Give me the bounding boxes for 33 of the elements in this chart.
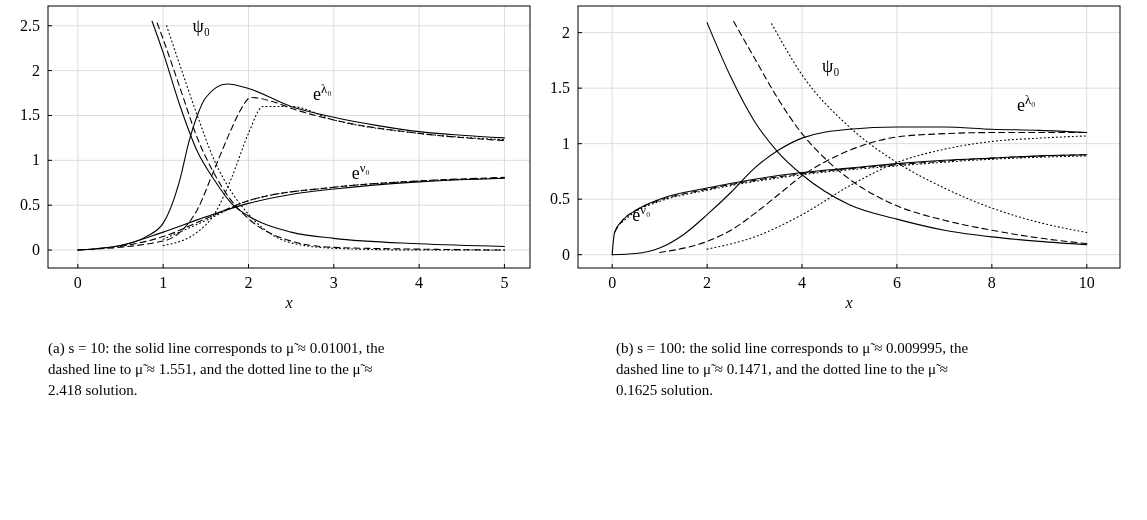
y-tick-label: 2.5: [20, 16, 40, 34]
x-tick-label: 2: [244, 274, 253, 291]
annotation: ψ₀: [821, 55, 840, 76]
x-tick-label: 0: [73, 274, 82, 291]
text: (b) s = 100: the solid line corresponds to μ̃ ≈ 0.009995, the dashed line to μ̃ ≈ 0.1471, and the dotted line to the μ̃ ≈ 0.1625 solution.: [616, 340, 969, 398]
x-tick-label: 10: [1078, 274, 1095, 291]
x-tick-label: 2: [703, 274, 712, 291]
x-tick-label: 8: [987, 274, 996, 291]
y-tick-label: 0.5: [20, 196, 40, 214]
x-tick-label: 3: [329, 274, 338, 291]
x-tick-label: 4: [415, 274, 424, 291]
x-tick-label: 0: [608, 274, 617, 291]
y-tick-label: 1.5: [20, 106, 40, 124]
annotation: e$^{ν₀}$: [632, 202, 651, 225]
x-tick-label: 5: [500, 274, 509, 291]
annotation: e$^{ν₀}$: [351, 160, 370, 183]
text: (a) s = 10: the solid line corresponds to μ̃ ≈ 0.01001, the dashed line to μ̃ ≈ 1.551, and the dotted line to the μ̃ ≈ 2.418 solution.: [48, 340, 385, 398]
x-tick-label: 6: [892, 274, 901, 291]
y-tick-label: 1: [562, 134, 570, 152]
x-tick-label: 1: [159, 274, 168, 291]
annotation: e$^{λ₀}$: [313, 82, 332, 105]
x-tick-label: 4: [798, 274, 807, 291]
y-tick-label: 1.5: [550, 79, 570, 97]
x-axis-title: x: [844, 294, 853, 311]
y-tick-label: 2: [562, 23, 570, 41]
y-tick-label: 0: [32, 241, 40, 259]
x-axis-title: x: [284, 294, 293, 311]
annotation: e$^{λ₀}$: [1017, 92, 1036, 115]
y-tick-label: 2: [32, 61, 40, 79]
y-tick-label: 1: [32, 151, 40, 169]
y-tick-label: 0: [562, 245, 570, 263]
annotation: ψ₀: [192, 16, 211, 37]
y-tick-label: 0.5: [550, 190, 570, 208]
